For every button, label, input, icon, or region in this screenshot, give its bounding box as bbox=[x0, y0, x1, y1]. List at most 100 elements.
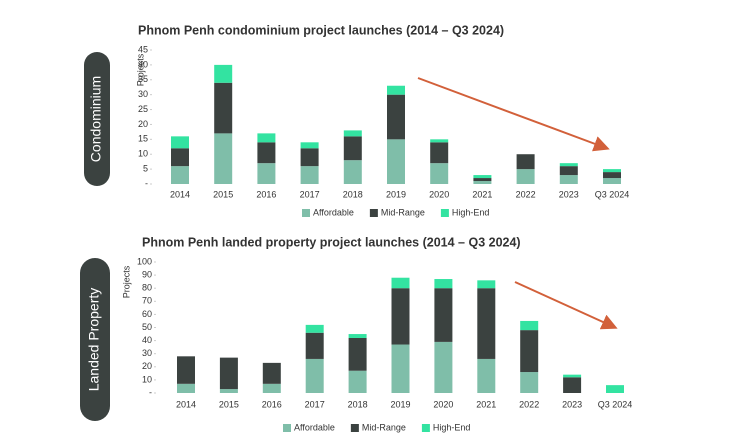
x-tick-label: 2016 bbox=[256, 189, 276, 199]
x-tick-label: 2021 bbox=[472, 189, 492, 199]
bar-segment bbox=[343, 130, 362, 137]
y-axis-label: Projects bbox=[135, 53, 145, 86]
bar-segment bbox=[516, 154, 535, 170]
y-tick-label: - bbox=[149, 387, 152, 397]
x-tick-label: 2023 bbox=[559, 189, 579, 199]
y-tick-label: 30 bbox=[142, 348, 152, 358]
bar-segment bbox=[257, 133, 276, 143]
bar-segment bbox=[391, 288, 410, 345]
y-tick-label: 20 bbox=[142, 361, 152, 371]
x-tick-label: 2015 bbox=[219, 399, 239, 409]
bar-segment bbox=[305, 358, 324, 393]
x-tick-label: 2023 bbox=[562, 399, 582, 409]
x-tick-label: 2014 bbox=[176, 399, 196, 409]
bar-segment bbox=[473, 178, 492, 182]
bar-segment bbox=[559, 166, 578, 176]
bar-segment bbox=[430, 142, 449, 164]
x-tick-label: 2017 bbox=[305, 399, 325, 409]
legend-label: Affordable bbox=[294, 422, 335, 432]
x-tick-label: 2021 bbox=[476, 399, 496, 409]
legend-label: High-End bbox=[452, 207, 490, 217]
bar-segment bbox=[387, 85, 405, 95]
panel-label: Landed Property bbox=[86, 288, 102, 392]
trend-arrow bbox=[417, 77, 610, 152]
bar-segment bbox=[391, 344, 410, 393]
bar-segment bbox=[177, 383, 195, 393]
panel-label: Condominium bbox=[88, 76, 104, 162]
bar-segment bbox=[603, 172, 621, 179]
y-tick-label: 15 bbox=[138, 134, 148, 144]
bar-segment bbox=[520, 330, 539, 373]
bar-segment bbox=[305, 324, 324, 333]
y-axis-label: Projects bbox=[121, 265, 131, 298]
legend-label: Affordable bbox=[313, 207, 354, 217]
x-tick-label: 2022 bbox=[519, 399, 539, 409]
bar-segment bbox=[300, 142, 319, 149]
bar-segment bbox=[257, 163, 276, 184]
x-tick-label: 2019 bbox=[386, 189, 406, 199]
y-tick-label: 30 bbox=[138, 89, 148, 99]
x-tick-label: Q3 2024 bbox=[598, 399, 633, 409]
legend-swatch bbox=[369, 209, 378, 217]
bar-segment bbox=[520, 320, 539, 331]
x-tick-label: 2015 bbox=[213, 189, 233, 199]
legend-swatch bbox=[440, 209, 449, 217]
x-tick-label: 2018 bbox=[348, 399, 368, 409]
bar-segment bbox=[171, 136, 189, 149]
panel-pill bbox=[80, 258, 110, 421]
y-tick-label: 70 bbox=[142, 296, 152, 306]
x-tick-label: 2019 bbox=[390, 399, 410, 409]
bar-segment bbox=[477, 280, 496, 289]
bar-segment bbox=[343, 160, 362, 184]
y-tick-label: 25 bbox=[138, 104, 148, 114]
bar-segment bbox=[477, 358, 496, 393]
y-tick-label: 60 bbox=[142, 309, 152, 319]
bar-segment bbox=[219, 357, 238, 390]
bar-segment bbox=[473, 181, 492, 184]
x-tick-label: 2018 bbox=[343, 189, 363, 199]
y-tick-label: 20 bbox=[138, 119, 148, 129]
bar-segment bbox=[563, 377, 582, 393]
bar-segment bbox=[477, 288, 496, 359]
x-tick-label: 2016 bbox=[262, 399, 282, 409]
bar-segment bbox=[559, 175, 578, 184]
bar-segment bbox=[516, 169, 535, 184]
bar-segment bbox=[430, 163, 449, 184]
bar-segment bbox=[563, 374, 582, 378]
bar-segment bbox=[434, 341, 453, 393]
x-tick-label: 2014 bbox=[170, 189, 190, 199]
bar-segment bbox=[520, 372, 539, 393]
legend-swatch bbox=[421, 424, 430, 432]
bar-segment bbox=[606, 385, 624, 393]
chart-title: Phnom Penh condominium project launches … bbox=[138, 23, 504, 37]
bar-segment bbox=[171, 148, 189, 167]
bar-segment bbox=[473, 175, 492, 179]
y-tick-label: 80 bbox=[142, 283, 152, 293]
bar-segment bbox=[214, 82, 233, 134]
legend-label: Mid-Range bbox=[362, 422, 406, 432]
bar-segment bbox=[348, 334, 367, 338]
legend-swatch bbox=[302, 209, 310, 217]
legend-swatch bbox=[350, 424, 359, 432]
bar-segment bbox=[348, 370, 367, 393]
legend-swatch bbox=[283, 424, 291, 432]
bar-segment bbox=[171, 166, 189, 184]
bar-segment bbox=[219, 389, 238, 393]
panel-pill bbox=[84, 52, 110, 186]
bar-segment bbox=[262, 362, 281, 384]
bar-segment bbox=[603, 169, 621, 173]
bar-segment bbox=[348, 337, 367, 371]
y-tick-label: 10 bbox=[138, 149, 148, 159]
bar-segment bbox=[559, 163, 578, 167]
y-tick-label: 5 bbox=[143, 163, 148, 173]
legend-label: Mid-Range bbox=[381, 207, 425, 217]
x-tick-label: Q3 2024 bbox=[595, 189, 630, 199]
bar-segment bbox=[300, 148, 319, 167]
bar-segment bbox=[257, 142, 276, 164]
bar-segment bbox=[603, 178, 621, 184]
bar-segment bbox=[262, 383, 281, 393]
bar-segment bbox=[305, 332, 324, 359]
bar-segment bbox=[214, 64, 233, 83]
x-tick-label: 2017 bbox=[300, 189, 320, 199]
bar-segment bbox=[387, 139, 405, 184]
